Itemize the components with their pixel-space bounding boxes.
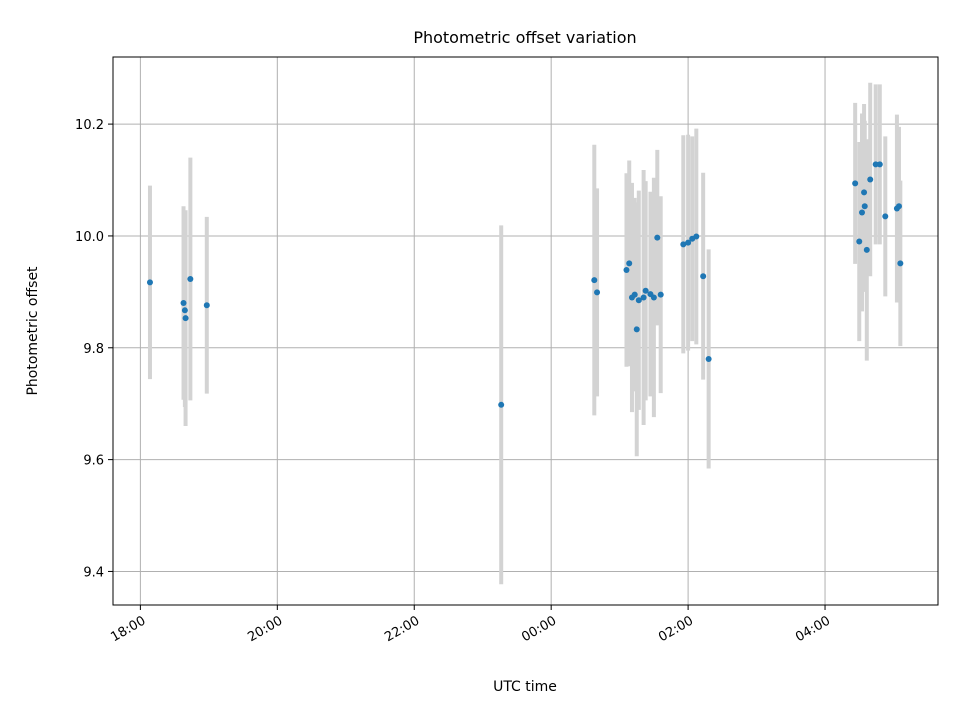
data-point (852, 180, 859, 187)
data-point (626, 260, 633, 267)
data-point (650, 294, 657, 301)
data-point (859, 209, 866, 216)
data-point (882, 213, 889, 220)
y-tick-label: 10.0 (75, 230, 104, 245)
y-tick-label: 9.8 (83, 342, 104, 357)
data-point (180, 300, 187, 307)
data-point (680, 241, 687, 248)
data-point (623, 267, 630, 274)
data-point (181, 307, 188, 314)
chart-title: Photometric offset variation (413, 28, 636, 47)
data-point (863, 246, 870, 253)
data-point (635, 297, 642, 304)
data-point (203, 302, 210, 309)
data-point (640, 294, 647, 301)
data-point (895, 203, 902, 210)
data-point (685, 239, 692, 246)
data-point (591, 277, 598, 284)
data-point (872, 161, 879, 168)
y-tick-label: 10.2 (75, 118, 104, 133)
data-point (693, 233, 700, 240)
data-point (700, 273, 707, 280)
data-point (642, 287, 649, 294)
x-axis-label: UTC time (493, 679, 557, 695)
data-point (867, 176, 874, 183)
data-point (705, 355, 712, 362)
data-point (633, 326, 640, 333)
data-point (654, 234, 661, 241)
data-point (897, 260, 904, 267)
data-point (631, 291, 638, 298)
data-point (182, 315, 189, 322)
data-point (187, 275, 194, 282)
data-point (876, 161, 883, 168)
data-point (861, 203, 868, 210)
data-point (856, 238, 863, 245)
data-point (146, 279, 153, 286)
y-axis-label: Photometric offset (25, 266, 41, 396)
data-points (146, 161, 904, 408)
data-point (657, 291, 664, 298)
data-point (861, 189, 868, 196)
plot-frame (112, 56, 939, 606)
y-tick-label: 9.6 (83, 454, 104, 469)
data-point (498, 401, 505, 408)
y-tick-label: 9.4 (83, 565, 104, 580)
data-point (594, 289, 601, 296)
